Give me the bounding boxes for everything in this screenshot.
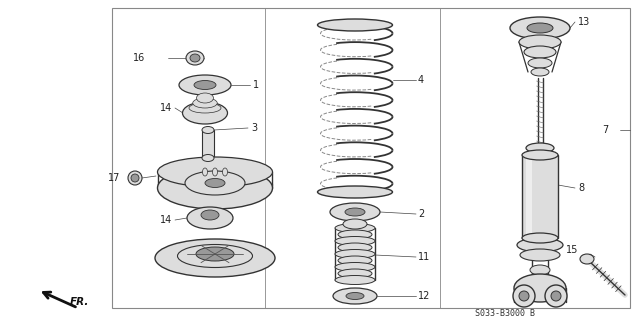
Ellipse shape (335, 249, 375, 258)
Ellipse shape (527, 23, 553, 33)
Text: 4: 4 (418, 75, 424, 85)
Ellipse shape (338, 256, 372, 265)
Ellipse shape (335, 276, 375, 285)
Text: 10: 10 (261, 251, 273, 261)
Ellipse shape (513, 285, 535, 307)
Ellipse shape (551, 291, 561, 301)
Ellipse shape (335, 236, 375, 246)
Bar (202, 130, 214, 158)
Ellipse shape (338, 230, 372, 239)
Text: 1: 1 (253, 80, 259, 90)
Ellipse shape (223, 168, 227, 176)
Text: 3: 3 (251, 123, 257, 133)
Ellipse shape (186, 51, 204, 65)
Ellipse shape (526, 143, 554, 153)
Ellipse shape (202, 127, 214, 133)
Ellipse shape (580, 254, 594, 264)
Ellipse shape (185, 171, 245, 195)
Ellipse shape (187, 207, 233, 229)
Ellipse shape (517, 238, 563, 252)
Text: 7: 7 (602, 125, 608, 135)
Ellipse shape (179, 75, 231, 95)
Ellipse shape (128, 171, 142, 185)
Ellipse shape (202, 168, 207, 176)
Text: 11: 11 (418, 252, 430, 262)
Text: S033-B3000 B: S033-B3000 B (475, 308, 535, 317)
Ellipse shape (189, 103, 221, 113)
Text: 14: 14 (160, 103, 172, 113)
Ellipse shape (522, 150, 558, 160)
Ellipse shape (346, 293, 364, 300)
Ellipse shape (131, 174, 139, 182)
Ellipse shape (317, 186, 392, 198)
Text: 16: 16 (132, 53, 145, 63)
Ellipse shape (345, 208, 365, 216)
Ellipse shape (177, 244, 253, 268)
Ellipse shape (522, 233, 558, 243)
Ellipse shape (338, 269, 372, 278)
Ellipse shape (202, 154, 214, 161)
Ellipse shape (190, 54, 200, 62)
Bar (522, 155, 558, 238)
Bar (112, 8, 630, 308)
Text: 13: 13 (578, 17, 590, 27)
Text: 17: 17 (108, 173, 120, 183)
Ellipse shape (335, 263, 375, 271)
Text: FR.: FR. (70, 297, 90, 307)
Ellipse shape (519, 35, 561, 49)
Ellipse shape (196, 93, 214, 103)
Text: 12: 12 (418, 291, 430, 301)
Ellipse shape (530, 265, 550, 275)
Text: 8: 8 (578, 183, 584, 193)
Text: 9: 9 (260, 190, 266, 200)
Ellipse shape (155, 239, 275, 277)
Ellipse shape (196, 247, 234, 261)
Ellipse shape (330, 203, 380, 221)
Ellipse shape (201, 210, 219, 220)
Ellipse shape (157, 167, 273, 209)
Ellipse shape (193, 98, 217, 108)
Ellipse shape (157, 157, 273, 187)
Ellipse shape (182, 102, 227, 124)
Ellipse shape (338, 243, 372, 252)
Ellipse shape (514, 274, 566, 302)
Text: 2: 2 (418, 209, 424, 219)
Text: 14: 14 (160, 215, 172, 225)
Ellipse shape (510, 17, 570, 39)
Ellipse shape (343, 219, 367, 229)
Ellipse shape (205, 179, 225, 188)
Ellipse shape (519, 291, 529, 301)
Ellipse shape (194, 80, 216, 90)
Ellipse shape (531, 68, 549, 76)
Ellipse shape (528, 58, 552, 68)
Ellipse shape (524, 46, 556, 58)
Ellipse shape (317, 19, 392, 31)
Bar (526, 158, 532, 235)
Ellipse shape (335, 224, 375, 233)
Ellipse shape (520, 249, 560, 261)
Ellipse shape (545, 285, 567, 307)
Ellipse shape (212, 168, 218, 176)
Ellipse shape (333, 288, 377, 304)
Text: 15: 15 (566, 245, 578, 255)
